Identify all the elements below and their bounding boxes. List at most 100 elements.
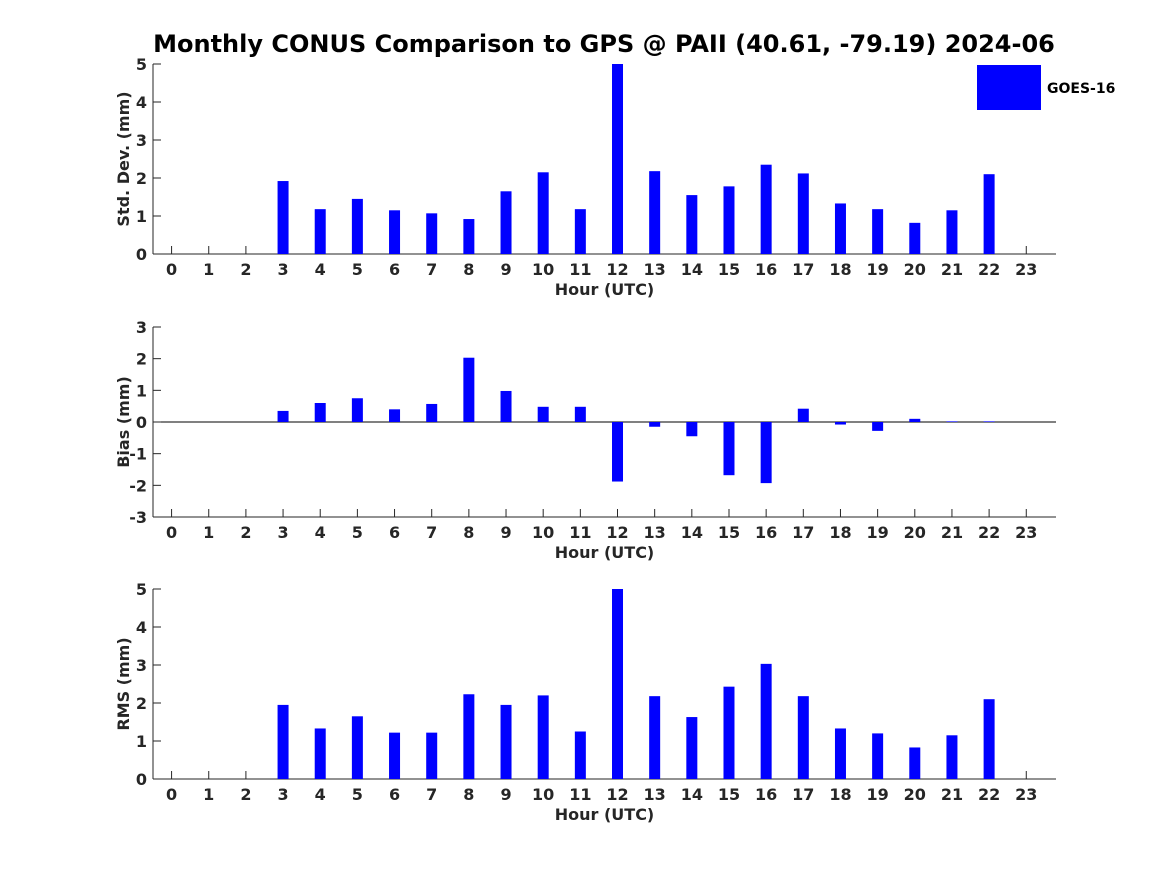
x-tick-label: 22 (978, 785, 1000, 804)
x-tick-label: 10 (532, 785, 554, 804)
x-tick-label: 19 (866, 785, 888, 804)
bar-hour-6 (389, 409, 401, 422)
bar-hour-14 (686, 422, 698, 437)
y-axis-label: Bias (mm) (114, 376, 133, 468)
x-tick-label: 19 (866, 260, 888, 279)
y-axis-label: RMS (mm) (114, 637, 133, 730)
x-tick-label: 14 (681, 785, 703, 804)
bar-hour-7 (426, 213, 438, 254)
x-tick-label: 11 (569, 523, 591, 542)
x-tick-label: 15 (718, 260, 740, 279)
y-tick-label: 3 (136, 131, 147, 150)
x-tick-label: 21 (941, 523, 963, 542)
y-tick-label: 4 (136, 618, 147, 637)
bar-hour-15 (723, 686, 735, 779)
bar-hour-20 (909, 418, 921, 422)
x-tick-label: 7 (426, 260, 437, 279)
bar-hour-16 (760, 663, 772, 779)
bar-hour-19 (872, 733, 884, 779)
bar-hour-20 (909, 222, 921, 254)
x-tick-label: 8 (463, 785, 474, 804)
bar-hour-21 (946, 210, 958, 254)
x-tick-label: 15 (718, 523, 740, 542)
x-tick-label: 16 (755, 260, 777, 279)
bar-hour-15 (723, 422, 735, 476)
x-tick-label: 12 (606, 260, 628, 279)
y-tick-label: 5 (136, 55, 147, 74)
x-tick-label: 17 (792, 260, 814, 279)
bar-hour-14 (686, 717, 698, 779)
bar-hour-11 (574, 209, 586, 254)
legend-label: GOES-16 (1047, 81, 1115, 97)
bar-hour-4 (314, 403, 326, 422)
bar-hour-13 (649, 171, 661, 254)
bar-hour-13 (649, 422, 661, 427)
bar-hour-4 (314, 209, 326, 254)
bar-hour-10 (537, 406, 549, 422)
bar-hour-13 (649, 696, 661, 779)
bar-hour-10 (537, 695, 549, 779)
y-tick-label: 0 (136, 770, 147, 789)
x-tick-label: 13 (644, 260, 666, 279)
bar-hour-14 (686, 195, 698, 254)
bar-hour-5 (351, 398, 363, 422)
bar-hour-21 (946, 421, 958, 422)
x-tick-label: 4 (315, 785, 326, 804)
x-tick-label: 18 (829, 260, 851, 279)
x-tick-label: 20 (904, 260, 926, 279)
bar-hour-19 (872, 422, 884, 431)
bar-hour-12 (612, 422, 624, 482)
x-tick-label: 17 (792, 785, 814, 804)
bar-hour-3 (277, 704, 289, 779)
x-tick-label: 12 (606, 785, 628, 804)
y-tick-label: 3 (136, 656, 147, 675)
x-tick-label: 16 (755, 785, 777, 804)
x-tick-label: 0 (166, 523, 177, 542)
bar-hour-4 (314, 728, 326, 779)
y-tick-label: -1 (129, 445, 147, 464)
bar-hour-5 (351, 716, 363, 779)
bar-hour-19 (872, 209, 884, 254)
bar-hour-21 (946, 735, 958, 779)
bar-hour-11 (574, 731, 586, 779)
bar-hour-11 (574, 406, 586, 422)
x-tick-label: 20 (904, 523, 926, 542)
bar-hour-16 (760, 164, 772, 254)
y-tick-label: 0 (136, 413, 147, 432)
x-tick-label: 17 (792, 523, 814, 542)
x-tick-label: 9 (500, 523, 511, 542)
y-tick-label: 1 (136, 732, 147, 751)
x-tick-label: 14 (681, 260, 703, 279)
x-tick-label: 13 (644, 785, 666, 804)
x-tick-label: 13 (644, 523, 666, 542)
bar-hour-17 (797, 696, 809, 779)
bar-hour-18 (834, 422, 846, 425)
x-tick-label: 23 (1015, 260, 1037, 279)
x-tick-label: 3 (277, 523, 288, 542)
x-tick-label: 1 (203, 523, 214, 542)
y-tick-label: 2 (136, 694, 147, 713)
bar-hour-18 (834, 203, 846, 254)
x-tick-label: 11 (569, 260, 591, 279)
y-axis-label: Std. Dev. (mm) (114, 91, 133, 226)
x-tick-label: 22 (978, 260, 1000, 279)
x-tick-label: 7 (426, 523, 437, 542)
x-tick-label: 4 (315, 523, 326, 542)
x-axis-label: Hour (UTC) (555, 543, 655, 562)
x-tick-label: 5 (352, 785, 363, 804)
bar-hour-8 (463, 219, 475, 254)
legend: GOES-16 (977, 65, 1115, 110)
x-tick-label: 18 (829, 785, 851, 804)
x-tick-label: 0 (166, 785, 177, 804)
x-tick-label: 8 (463, 260, 474, 279)
x-tick-label: 10 (532, 523, 554, 542)
x-tick-label: 9 (500, 260, 511, 279)
y-tick-label: 2 (136, 350, 147, 369)
x-tick-label: 21 (941, 260, 963, 279)
x-tick-label: 1 (203, 260, 214, 279)
bar-hour-22 (983, 699, 995, 779)
y-tick-label: 5 (136, 580, 147, 599)
